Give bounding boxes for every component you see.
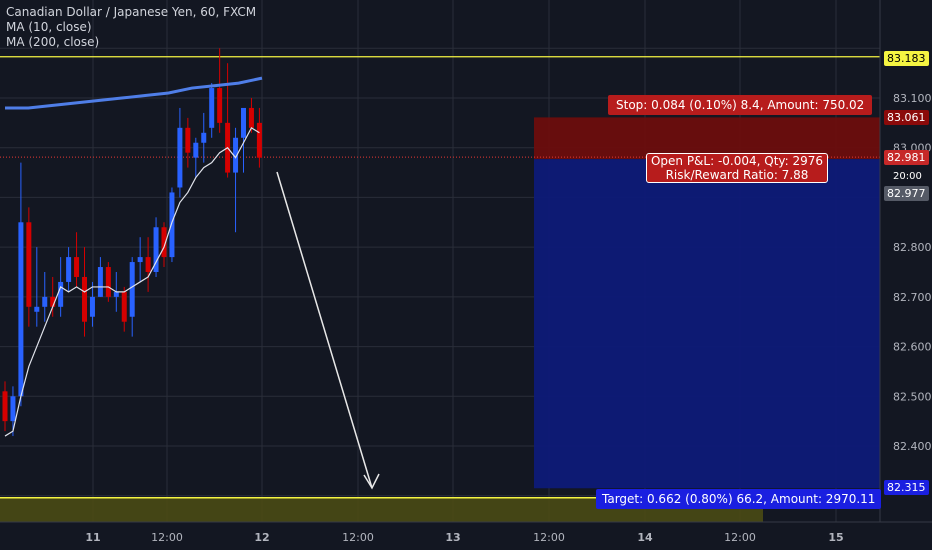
stop-price-tag: 83.061 (884, 110, 929, 125)
candle-body (18, 222, 24, 397)
candle-body (233, 137, 239, 173)
y-tick-label: 82.500 (893, 390, 932, 403)
x-tick-label: 12:00 (533, 531, 565, 544)
ma-slow-label: MA (200, close) (6, 35, 100, 49)
x-tick-label: 11 (85, 531, 100, 544)
candle-body (10, 396, 16, 422)
ma-fast-line (4, 126, 260, 437)
candle-body (121, 291, 127, 322)
candle-body (201, 132, 207, 143)
candle-body (82, 276, 87, 322)
candle-body (153, 227, 159, 272)
candle-body (105, 267, 111, 297)
candle-body (74, 257, 80, 277)
entry-price-tag: 82.977 (884, 186, 929, 201)
projection-arrow-head (363, 473, 380, 490)
x-tick-label: 15 (828, 531, 843, 544)
candle-body (58, 281, 64, 307)
candle-body (42, 296, 48, 307)
candle-body (193, 142, 199, 158)
candle-body (161, 227, 167, 258)
candle-body (97, 267, 103, 297)
x-tick-label: 14 (637, 531, 653, 544)
open-pnl-label: Open P&L: -0.004, Qty: 2976 (650, 154, 824, 168)
stop-label: Stop: 0.084 (0.10%) 8.4, Amount: 750.02 (608, 95, 873, 115)
candle-body (113, 291, 119, 297)
candle-body (145, 257, 151, 272)
last-price-tag: 82.981 (884, 150, 929, 165)
y-tick-label: 82.800 (893, 241, 932, 254)
x-tick-label: 13 (445, 531, 460, 544)
candle-body (50, 296, 56, 307)
candle-body (129, 262, 135, 317)
candle-body (217, 88, 223, 123)
candle-body (34, 306, 40, 312)
target-label: Target: 0.662 (0.80%) 66.2, Amount: 2970… (596, 489, 882, 509)
candle-body (137, 257, 143, 263)
candle-body (26, 222, 32, 307)
target-zone (534, 159, 880, 489)
y-tick-label: 82.700 (893, 291, 932, 304)
y-tick-label: 83.100 (893, 92, 932, 105)
candle-body (241, 107, 246, 138)
y-tick-label: 82.400 (893, 440, 932, 453)
countdown-tag: 20:00 (890, 169, 925, 184)
open-pnl-box: Open P&L: -0.004, Qty: 2976 Risk/Reward … (646, 153, 828, 183)
candle-body (169, 192, 175, 258)
risk-reward-label: Risk/Reward Ratio: 7.88 (665, 168, 809, 182)
candle-body (185, 127, 191, 153)
symbol-title: Canadian Dollar / Japanese Yen, 60, FXCM (6, 5, 257, 19)
candle-body (2, 391, 8, 422)
target-price-tag: 82.315 (884, 480, 929, 495)
x-tick-label: 12 (254, 531, 269, 544)
candle-body (177, 127, 183, 188)
candle-body (66, 257, 72, 282)
ma-slow-line (5, 76, 263, 110)
chart-legend: Canadian Dollar / Japanese Yen, 60, FXCM… (6, 5, 256, 50)
x-tick-label: 12:00 (151, 531, 183, 544)
projection-arrow-line (276, 171, 373, 489)
ma-fast-label: MA (10, close) (6, 20, 92, 34)
candle-body (209, 88, 215, 128)
candle-body (89, 296, 95, 317)
level-top-tag: 83.183 (884, 51, 929, 66)
x-tick-label: 12:00 (724, 531, 756, 544)
x-tick-label: 12:00 (342, 531, 374, 544)
candle-body (248, 107, 254, 128)
stop-zone (534, 117, 880, 160)
candle-body (256, 122, 262, 158)
y-tick-label: 82.600 (893, 341, 932, 354)
